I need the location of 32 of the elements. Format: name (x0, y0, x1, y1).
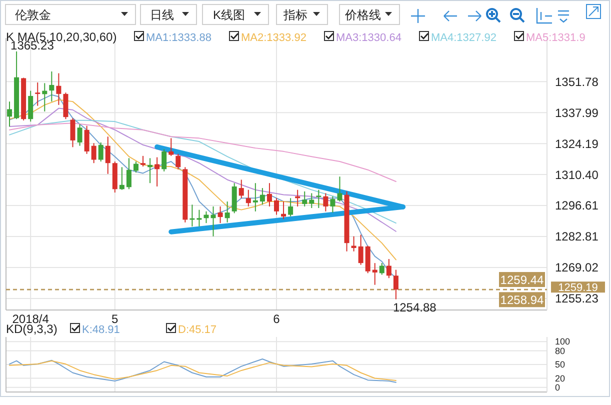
annotation: 1254.88 (392, 300, 437, 314)
text: 日线 (150, 8, 174, 22)
y-tick-label: 1324.19 (555, 136, 599, 151)
text: D:45.17 (178, 324, 217, 336)
annotation: 1258.94 (500, 293, 544, 308)
legend-title: KD(9,3,3) (6, 322, 58, 336)
text: MA2:1333.92 (241, 32, 306, 44)
y-tick-label: 1351.78 (555, 74, 599, 89)
y-tick-label: 1255.23 (555, 292, 599, 306)
text: MA1:1333.88 (146, 32, 212, 44)
text: MA4:1327.92 (431, 32, 496, 44)
text: 指标 (282, 8, 308, 22)
y-tick-label: 100 (555, 336, 570, 347)
text: MA3:1330.64 (336, 32, 402, 44)
text: K:48.91 (82, 324, 120, 336)
text: MA5:1331.9 (526, 32, 586, 44)
y-tick-label: 1269.02 (555, 260, 599, 275)
y-tick-label: 1282.81 (555, 230, 599, 244)
y-tick-label: 0 (555, 382, 560, 393)
annotation: 1259.44 (500, 273, 544, 288)
y-tick-label: 80 (555, 346, 566, 356)
ref-line-label: 1259.19 (558, 282, 598, 294)
x-tick-label: 5 (112, 312, 119, 326)
y-tick-label: 1337.99 (555, 106, 599, 120)
y-tick-label: 20 (555, 373, 566, 384)
x-tick-label: 6 (273, 312, 280, 326)
text: 伦敦金 (15, 8, 51, 22)
text: K线图 (212, 8, 246, 22)
y-tick-label: 1296.61 (555, 198, 599, 213)
y-tick-label: 1310.40 (555, 168, 599, 182)
y-tick-label: 50 (555, 360, 566, 370)
text: 价格线 (344, 8, 381, 22)
